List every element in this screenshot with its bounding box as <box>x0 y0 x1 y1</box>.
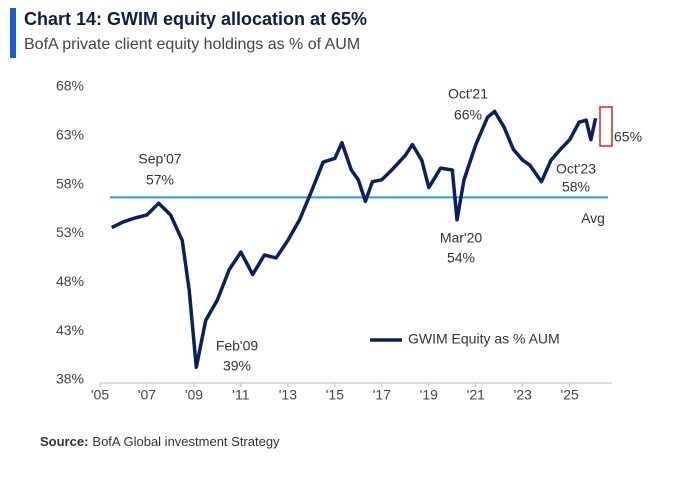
annotation: 54% <box>447 250 475 266</box>
source: Source: BofA Global investment Strategy <box>40 434 280 449</box>
x-tick-label: '25 <box>561 387 579 403</box>
series-line <box>110 109 598 370</box>
annotation: 58% <box>562 179 590 195</box>
y-tick-label: 38% <box>56 371 84 387</box>
annotation: Mar'20 <box>440 230 483 246</box>
annotation: 65% <box>614 129 642 145</box>
annotation: 66% <box>454 107 482 123</box>
annotation: 57% <box>146 172 174 188</box>
y-tick-label: 68% <box>56 78 84 94</box>
y-tick-label: 53% <box>56 224 84 240</box>
y-tick-label: 48% <box>56 273 84 289</box>
x-tick-label: '23 <box>514 387 532 403</box>
y-tick-label: 58% <box>56 175 84 191</box>
x-tick-label: '19 <box>420 387 438 403</box>
x-tick-label: '07 <box>138 387 156 403</box>
legend-label: GWIM Equity as % AUM <box>408 331 560 347</box>
highlight-box <box>599 106 613 147</box>
source-label: Source: <box>40 434 88 449</box>
x-tick-label: '15 <box>326 387 344 403</box>
x-tick-label: '21 <box>467 387 485 403</box>
x-tick-label: '13 <box>279 387 297 403</box>
annotation: Feb'09 <box>216 338 259 354</box>
annotation: Oct'21 <box>448 86 488 102</box>
reference-label: Avg <box>581 210 605 226</box>
annotation: Oct'23 <box>556 161 596 177</box>
x-tick-label: '09 <box>185 387 203 403</box>
y-tick-label: 63% <box>56 127 84 143</box>
annotation: Sep'07 <box>138 151 181 167</box>
annotation: 39% <box>223 358 251 374</box>
x-tick-label: '17 <box>373 387 391 403</box>
title-accent <box>10 8 16 58</box>
chart-title: Chart 14: GWIM equity allocation at 65% <box>24 9 367 29</box>
source-text: BofA Global investment Strategy <box>92 434 280 449</box>
chart-subtitle: BofA private client equity holdings as %… <box>24 36 360 53</box>
y-tick-label: 43% <box>56 322 84 338</box>
x-tick-label: '11 <box>232 387 249 403</box>
x-tick-label: '05 <box>91 387 109 403</box>
